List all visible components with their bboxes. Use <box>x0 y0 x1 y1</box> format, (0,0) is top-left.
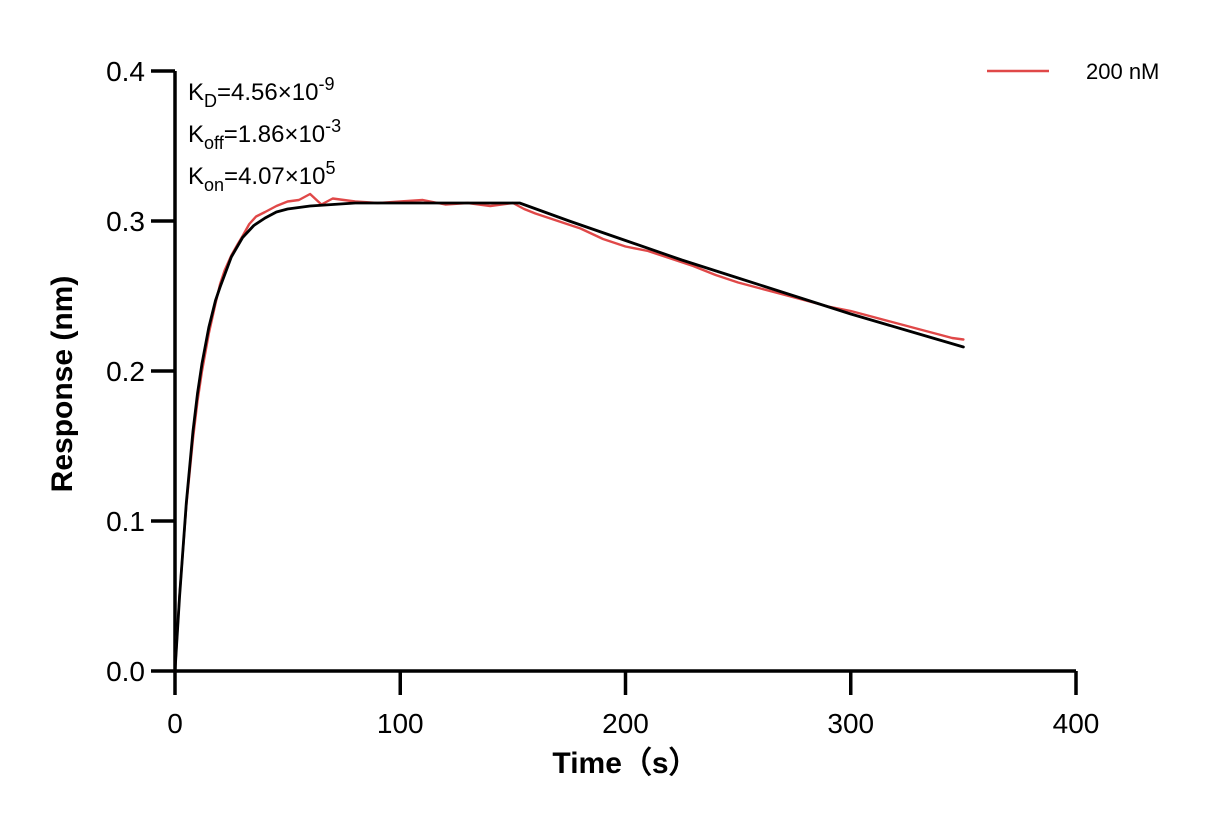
x-tick-label: 400 <box>1053 708 1100 739</box>
legend-label: 200 nM <box>1086 59 1159 84</box>
series-line-200nm <box>173 192 965 673</box>
y-axis-title: Response (nm) <box>46 276 79 493</box>
kinetic-constants: KD=4.56×10-9 Koff=1.86×10-3 Kon=4.07×105 <box>188 74 341 195</box>
kinetic-constant-D: KD=4.56×10-9 <box>188 74 334 111</box>
plot-area <box>173 192 965 673</box>
x-tick-label: 0 <box>167 708 183 739</box>
x-ticks: 0 100 200 300 400 <box>167 671 1099 739</box>
x-tick-label: 200 <box>602 708 649 739</box>
x-axis-title: Time（s） <box>552 746 698 780</box>
y-ticks: 0.0 0.1 0.2 0.3 0.4 <box>106 56 175 687</box>
kinetic-constant-on: Kon=4.07×105 <box>188 158 336 195</box>
y-tick-label: 0.1 <box>106 506 145 537</box>
kinetic-constant-off: Koff=1.86×10-3 <box>188 116 341 153</box>
legend: 200 nM <box>987 59 1159 84</box>
y-tick-label: 0.3 <box>106 206 145 237</box>
axes: 0.0 0.1 0.2 0.3 0.4 0 100 200 300 400 <box>106 56 1099 739</box>
y-tick-label: 0.0 <box>106 656 145 687</box>
x-tick-label: 300 <box>827 708 874 739</box>
fit-curve <box>173 201 965 673</box>
x-tick-label: 100 <box>377 708 424 739</box>
y-tick-label: 0.4 <box>106 56 145 87</box>
y-tick-label: 0.2 <box>106 356 145 387</box>
